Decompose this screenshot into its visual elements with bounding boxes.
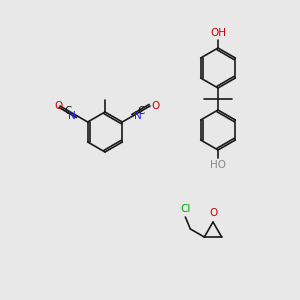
- Text: OH: OH: [210, 28, 226, 38]
- Text: Cl: Cl: [180, 204, 190, 214]
- Text: C: C: [64, 106, 71, 116]
- Text: HO: HO: [210, 160, 226, 170]
- Text: N: N: [134, 111, 142, 121]
- Text: O: O: [151, 101, 159, 111]
- Text: N: N: [68, 111, 75, 121]
- Text: C: C: [138, 106, 145, 116]
- Text: O: O: [209, 208, 217, 218]
- Text: O: O: [55, 101, 63, 111]
